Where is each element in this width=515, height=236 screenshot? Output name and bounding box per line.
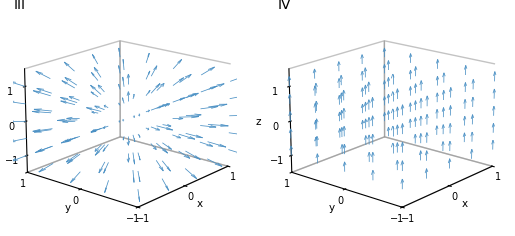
X-axis label: x: x: [461, 199, 468, 209]
X-axis label: x: x: [197, 199, 203, 209]
Y-axis label: y: y: [64, 203, 71, 213]
Y-axis label: y: y: [329, 203, 335, 213]
Text: IV: IV: [278, 0, 291, 12]
Text: III: III: [13, 0, 25, 12]
